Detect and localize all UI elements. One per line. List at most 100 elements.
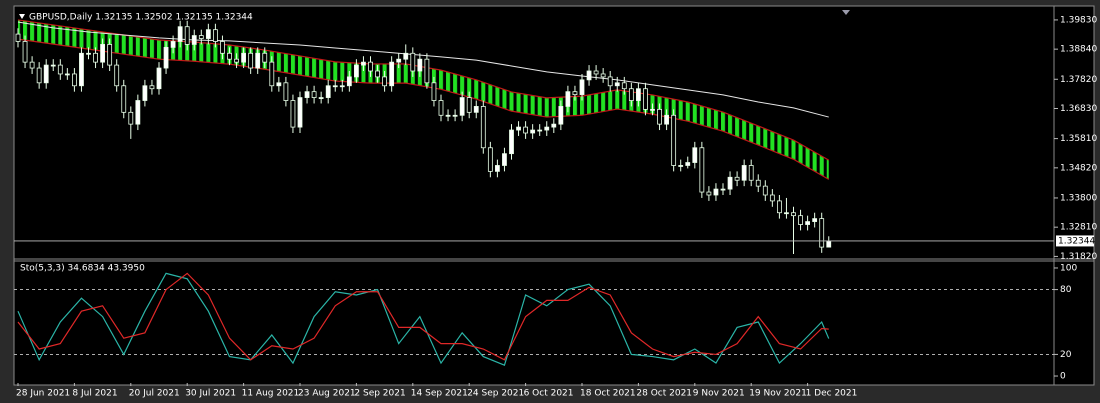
candle-body bbox=[685, 162, 691, 166]
candle-body bbox=[234, 58, 239, 63]
shift-marker bbox=[842, 10, 850, 15]
candle-body bbox=[29, 61, 35, 69]
candle-body bbox=[727, 176, 733, 190]
candle-body bbox=[734, 176, 740, 181]
candle-body bbox=[509, 129, 514, 155]
y-tick-label: 1.34820 bbox=[1060, 163, 1097, 173]
candle-body bbox=[593, 70, 599, 75]
candle-body bbox=[191, 35, 197, 45]
candle-body bbox=[332, 85, 338, 88]
candle-body bbox=[339, 85, 345, 88]
candle-body bbox=[121, 85, 127, 113]
candle-body bbox=[459, 97, 465, 116]
candle-body bbox=[297, 97, 303, 128]
x-tick-label: 30 Jul 2021 bbox=[185, 389, 236, 399]
x-tick-label: 1 Dec 2021 bbox=[806, 389, 858, 399]
candle-body bbox=[64, 73, 70, 76]
candle-body bbox=[198, 35, 204, 39]
candle-body bbox=[826, 240, 832, 248]
candle-body bbox=[100, 44, 105, 63]
candle-body bbox=[255, 52, 261, 69]
moving-average bbox=[17, 21, 829, 118]
y-tick-label: 1.37820 bbox=[1060, 75, 1097, 85]
candle-body bbox=[170, 41, 176, 48]
price-panel bbox=[14, 19, 1054, 255]
axes: 1.39830 1.38840 1.37820 1.36830 1.35810 1.348… bbox=[16, 15, 1097, 398]
candle-body bbox=[544, 126, 550, 131]
chart-title: GBPUSD,Daily 1.32135 1.32502 1.32135 1.3… bbox=[29, 13, 253, 23]
candle-body bbox=[777, 200, 782, 214]
candle-body bbox=[523, 126, 528, 134]
candle-body bbox=[579, 79, 585, 96]
candle-body bbox=[283, 82, 289, 101]
candle-body bbox=[290, 100, 296, 128]
candle-body bbox=[107, 44, 113, 66]
y-tick-label: 1.31820 bbox=[1060, 252, 1097, 262]
candle-body bbox=[361, 61, 366, 66]
candle-body bbox=[22, 41, 28, 63]
x-tick-label: 18 Oct 2021 bbox=[580, 389, 636, 399]
candle-body bbox=[480, 106, 486, 149]
candle-body bbox=[368, 61, 373, 72]
candle-body bbox=[473, 106, 479, 113]
price-tag-label: 1.32344 bbox=[1058, 236, 1095, 246]
candle-body bbox=[699, 147, 705, 193]
y-tick-label: 20 bbox=[1060, 350, 1072, 360]
candle-body bbox=[227, 52, 232, 60]
candle-body bbox=[177, 26, 183, 42]
candle-body bbox=[819, 218, 825, 248]
candle-body bbox=[706, 191, 712, 196]
candle-body bbox=[650, 108, 655, 111]
x-tick-label: 2 Sep 2021 bbox=[354, 389, 405, 399]
candle-body bbox=[212, 29, 218, 42]
candle-body bbox=[805, 221, 810, 225]
candle-body bbox=[784, 212, 789, 215]
candle-body bbox=[375, 70, 380, 78]
y-tick-label: 0 bbox=[1060, 372, 1066, 382]
candle-body bbox=[262, 52, 268, 63]
candle-body bbox=[502, 153, 507, 166]
candle-body bbox=[417, 58, 423, 72]
candle-body bbox=[600, 73, 606, 78]
candle-body bbox=[156, 67, 162, 90]
x-tick-label: 8 Jul 2021 bbox=[72, 389, 117, 399]
candle-body bbox=[671, 114, 677, 166]
band-lower-line bbox=[17, 38, 830, 180]
candle-body bbox=[276, 82, 282, 87]
candle-body bbox=[755, 179, 761, 187]
candle-body bbox=[762, 185, 768, 196]
candle-body bbox=[664, 114, 669, 125]
candle-body bbox=[382, 76, 388, 87]
candle-body bbox=[396, 58, 402, 63]
y-tick-label: 1.32810 bbox=[1060, 223, 1097, 233]
x-tick-label: 23 Aug 2021 bbox=[298, 389, 356, 399]
candle-body bbox=[607, 76, 613, 87]
y-tick-label: 1.36830 bbox=[1060, 104, 1097, 114]
candle-body bbox=[678, 165, 684, 167]
candle-body bbox=[713, 188, 719, 196]
candle-body bbox=[142, 85, 148, 101]
candle-body bbox=[537, 129, 543, 132]
x-tick-label: 19 Nov 2021 bbox=[749, 389, 807, 399]
candle-body bbox=[410, 52, 416, 72]
x-tick-label: 28 Oct 2021 bbox=[636, 389, 692, 399]
candle-body bbox=[558, 106, 564, 125]
candle-body bbox=[389, 61, 395, 87]
y-tick-label: 80 bbox=[1060, 285, 1072, 295]
indicator-title: Sto(5,3,3) 34.6834 43.3950 bbox=[20, 264, 145, 274]
x-tick-label: 28 Jun 2021 bbox=[16, 389, 70, 399]
candle-body bbox=[466, 97, 472, 113]
candle-body bbox=[565, 91, 571, 107]
x-tick-label: 9 Nov 2021 bbox=[693, 389, 745, 399]
candle-body bbox=[812, 218, 818, 222]
candle-body bbox=[325, 85, 331, 98]
y-tick-label: 1.33800 bbox=[1060, 193, 1097, 203]
header-arrow bbox=[19, 14, 25, 19]
candle-body bbox=[516, 126, 521, 131]
candle-body bbox=[769, 194, 775, 202]
candle-body bbox=[135, 100, 141, 125]
candle-body bbox=[304, 91, 310, 98]
candle-body bbox=[318, 97, 324, 99]
chart-background bbox=[13, 5, 1095, 386]
